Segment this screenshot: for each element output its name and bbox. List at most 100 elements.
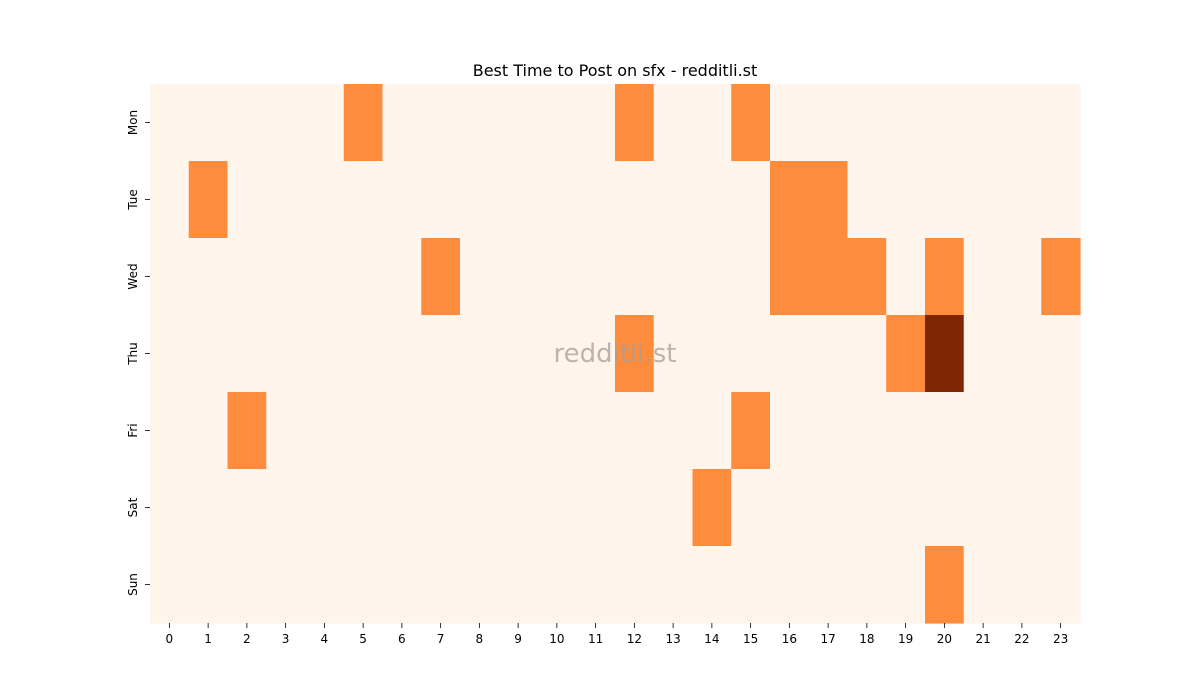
- heatmap-cell-tue-16: [770, 161, 810, 239]
- heatmap-cell-mon-21: [963, 84, 1004, 162]
- heatmap-cell-sun-9: [498, 546, 539, 624]
- heatmap-cell-sun-8: [460, 546, 500, 624]
- heatmap-cell-mon-12: [615, 84, 655, 162]
- heatmap-cell-wed-6: [382, 238, 422, 316]
- heatmap-cell-thu-21: [963, 315, 1004, 393]
- x-tick-label: 15: [743, 632, 758, 646]
- heatmap-cell-tue-19: [886, 161, 926, 239]
- heatmap-cell-wed-1: [188, 238, 229, 316]
- heatmap-cell-sun-7: [421, 546, 461, 624]
- heatmap-cell-sat-13: [653, 469, 694, 547]
- heatmap-cell-wed-21: [963, 238, 1004, 316]
- heatmap-cell-mon-16: [770, 84, 810, 162]
- heatmap-cell-wed-14: [692, 238, 732, 316]
- x-tick-label: 6: [398, 632, 406, 646]
- heatmap-cell-thu-15: [731, 315, 771, 393]
- x-tick-label: 13: [665, 632, 680, 646]
- heatmap-cell-sat-2: [227, 469, 267, 547]
- heatmap-cell-sun-2: [227, 546, 267, 624]
- heatmap-cell-mon-17: [808, 84, 849, 162]
- heatmap-cell-tue-20: [925, 161, 965, 239]
- x-axis-ticks: 0 1 2 3 4 5 6 7 8 9 10 11 12 13 14 15 16 17 18 19 20 21 22 23: [166, 623, 1068, 646]
- heatmap-cell-sun-3: [266, 546, 306, 624]
- heatmap-cell-fri-8: [460, 392, 500, 470]
- heatmap-cell-sun-15: [731, 546, 771, 624]
- heatmap-cell-mon-3: [266, 84, 306, 162]
- heatmap-cell-tue-9: [498, 161, 539, 239]
- heatmap-cell-fri-3: [266, 392, 306, 470]
- heatmap-cell-sat-15: [731, 469, 771, 547]
- heatmap-cell-mon-7: [421, 84, 461, 162]
- heatmap-cell-fri-11: [576, 392, 616, 470]
- heatmap-cell-sat-20: [925, 469, 965, 547]
- heatmap-cell-wed-11: [576, 238, 616, 316]
- heatmap-cell-sun-21: [963, 546, 1004, 624]
- y-tick-label: Thu: [126, 342, 140, 366]
- y-tick-label: Sun: [126, 573, 140, 596]
- heatmap-cell-tue-8: [460, 161, 500, 239]
- heatmap-cell-fri-17: [808, 392, 849, 470]
- heatmap-cell-fri-12: [615, 392, 655, 470]
- heatmap-cell-thu-19: [886, 315, 926, 393]
- watermark-text: redditli.st: [554, 339, 677, 369]
- heatmap-cell-thu-2: [227, 315, 267, 393]
- x-tick-label: 12: [627, 632, 642, 646]
- heatmap-cell-thu-6: [382, 315, 422, 393]
- heatmap-cell-sun-12: [615, 546, 655, 624]
- heatmap-cell-sun-19: [886, 546, 926, 624]
- x-tick-label: 10: [549, 632, 564, 646]
- y-tick-label: Mon: [126, 110, 140, 135]
- heatmap-cell-sat-6: [382, 469, 422, 547]
- heatmap-cell-wed-0: [150, 238, 190, 316]
- heatmap-cell-wed-16: [770, 238, 810, 316]
- heatmap-cell-wed-23: [1041, 238, 1081, 316]
- heatmap-cell-mon-11: [576, 84, 616, 162]
- x-tick-label: 14: [704, 632, 719, 646]
- x-tick-label: 2: [243, 632, 251, 646]
- heatmap-cell-tue-15: [731, 161, 771, 239]
- heatmap-cell-sat-21: [963, 469, 1004, 547]
- x-tick-label: 22: [1014, 632, 1029, 646]
- heatmap-cell-fri-5: [343, 392, 384, 470]
- heatmap-cell-wed-9: [498, 238, 539, 316]
- heatmap-cell-sat-10: [537, 469, 577, 547]
- heatmap-cell-tue-18: [847, 161, 887, 239]
- heatmap-cell-tue-21: [963, 161, 1004, 239]
- heatmap-cell-fri-4: [305, 392, 345, 470]
- heatmap-cell-sat-3: [266, 469, 306, 547]
- y-axis-ticks: Mon Tue Wed Thu Fri Sat Sun: [126, 110, 150, 596]
- heatmap-cell-mon-0: [150, 84, 190, 162]
- heatmap-cell-sat-17: [808, 469, 849, 547]
- heatmap-cell-fri-21: [963, 392, 1004, 470]
- heatmap-cell-thu-16: [770, 315, 810, 393]
- heatmap-cell-thu-0: [150, 315, 190, 393]
- heatmap-cell-mon-8: [460, 84, 500, 162]
- heatmap-cell-tue-3: [266, 161, 306, 239]
- heatmap-cell-sat-4: [305, 469, 345, 547]
- heatmap-cell-wed-5: [343, 238, 384, 316]
- heatmap-cell-tue-12: [615, 161, 655, 239]
- heatmap-cell-wed-22: [1002, 238, 1042, 316]
- heatmap-cell-sun-5: [343, 546, 384, 624]
- heatmap-cell-tue-1: [188, 161, 229, 239]
- heatmap-cell-wed-15: [731, 238, 771, 316]
- heatmap-cell-mon-20: [925, 84, 965, 162]
- heatmap-cell-thu-11: [576, 315, 616, 393]
- heatmap-cell-tue-6: [382, 161, 422, 239]
- heatmap-cell-wed-17: [808, 238, 849, 316]
- heatmap-cell-sat-5: [343, 469, 384, 547]
- heatmap-cell-sun-10: [537, 546, 577, 624]
- heatmap-cell-tue-11: [576, 161, 616, 239]
- x-tick-label: 7: [437, 632, 445, 646]
- heatmap-cell-fri-9: [498, 392, 539, 470]
- heatmap-cell-mon-14: [692, 84, 732, 162]
- heatmap-cell-wed-19: [886, 238, 926, 316]
- y-tick-label: Sat: [126, 497, 140, 517]
- heatmap-cell-tue-10: [537, 161, 577, 239]
- heatmap-cell-fri-14: [692, 392, 732, 470]
- heatmap-cell-sun-16: [770, 546, 810, 624]
- heatmap-cell-sun-11: [576, 546, 616, 624]
- heatmap-cell-thu-22: [1002, 315, 1042, 393]
- heatmap-cell-sun-20: [925, 546, 965, 624]
